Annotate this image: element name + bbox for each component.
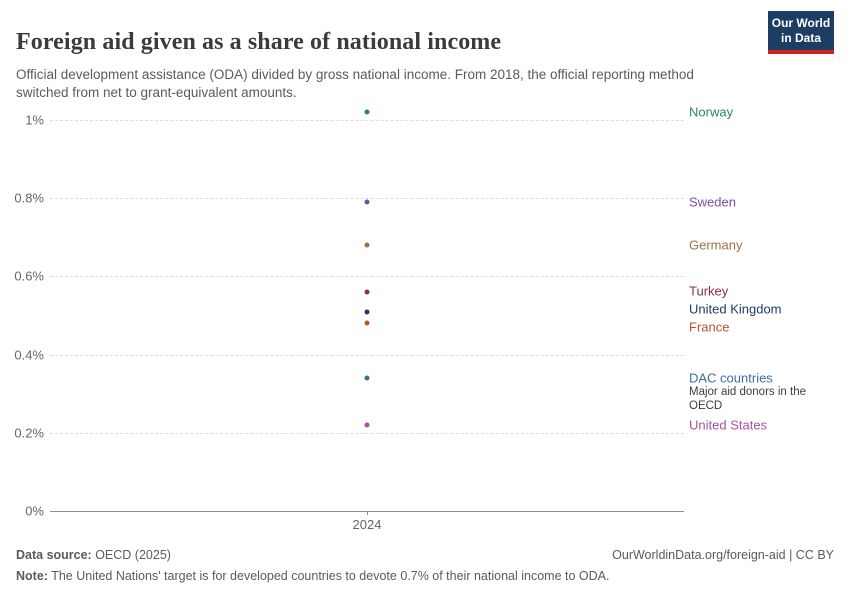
entity-label-norway[interactable]: Norway (689, 104, 734, 120)
data-point-united-kingdom[interactable] (364, 309, 370, 315)
owid-logo-line2: in Data (780, 31, 821, 45)
y-axis-tick-label: 1% (25, 112, 44, 128)
data-point-germany[interactable] (364, 242, 370, 248)
y-axis-tick-label: 0% (25, 503, 44, 519)
entity-label-united-states[interactable]: United States (689, 417, 768, 433)
entity-label-turkey[interactable]: Turkey (689, 283, 729, 299)
y-axis-tick-label: 0.6% (14, 268, 44, 284)
note-label: Note: (16, 569, 48, 583)
entity-label-sweden[interactable]: Sweden (689, 194, 736, 210)
data-source-label: Data source: (16, 548, 92, 562)
data-source-line: Data source: OECD (2025) (16, 548, 171, 562)
chart-subtitle: Official development assistance (ODA) di… (16, 66, 694, 101)
y-axis-tick-label: 0.4% (14, 347, 44, 363)
gridline (50, 354, 684, 356)
data-point-sweden[interactable] (364, 199, 370, 205)
data-point-united-states[interactable] (364, 422, 370, 428)
gridline (50, 432, 684, 434)
attribution-link[interactable]: OurWorldinData.org/foreign-aid | CC BY (612, 548, 834, 562)
owid-logo[interactable]: Our World in Data (768, 11, 834, 54)
x-axis-tick-label: 2024 (352, 517, 382, 532)
note-value: The United Nations' target is for develo… (47, 569, 610, 583)
data-point-dac-countries[interactable] (364, 375, 370, 381)
x-axis-tick (366, 511, 368, 515)
entity-label-united-kingdom[interactable]: United Kingdom (689, 301, 782, 317)
owid-logo-line1: Our World (771, 16, 831, 30)
entity-label-germany[interactable]: Germany (689, 237, 743, 253)
data-point-turkey[interactable] (364, 289, 370, 295)
data-point-france[interactable] (364, 320, 370, 326)
entity-sublabel-dac-countries: Major aid donors in the OECD (689, 386, 806, 413)
y-axis-tick-label: 0.8% (14, 190, 44, 206)
data-source-value: OECD (2025) (91, 548, 171, 562)
entity-label-dac-countries[interactable]: DAC countries (689, 370, 773, 386)
gridline (50, 120, 684, 121)
data-point-norway[interactable] (364, 109, 370, 115)
page-title: Foreign aid given as a share of national… (16, 29, 502, 56)
note-line: Note: The United Nations' target is for … (16, 569, 816, 583)
y-axis-tick-label: 0.2% (14, 425, 44, 441)
entity-label-france[interactable]: France (689, 319, 730, 335)
gridline (50, 276, 684, 278)
gridline (50, 198, 684, 200)
